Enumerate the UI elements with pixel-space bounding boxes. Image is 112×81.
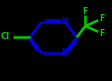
Text: Cl: Cl: [1, 32, 10, 41]
Text: F: F: [99, 14, 104, 23]
Text: N: N: [61, 48, 68, 57]
Text: F: F: [99, 29, 104, 38]
Text: F: F: [82, 7, 87, 16]
Text: N: N: [61, 17, 68, 26]
